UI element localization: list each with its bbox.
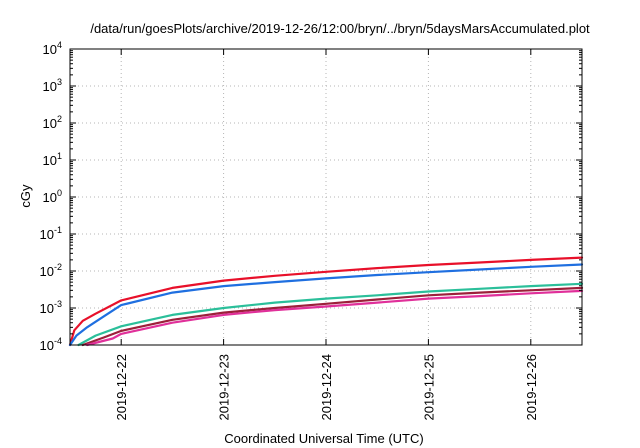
grid bbox=[70, 49, 582, 345]
y-tick-base: 10 bbox=[43, 42, 57, 57]
series-lines bbox=[68, 256, 584, 347]
x-tick-label: 2019-12-26 bbox=[524, 354, 539, 421]
x-tick-label: 2019-12-25 bbox=[421, 354, 436, 421]
y-tick-base: 10 bbox=[40, 338, 54, 353]
y-tick-label: 100 bbox=[43, 188, 62, 205]
series-line-2 bbox=[68, 263, 584, 347]
y-tick-label: 10-1 bbox=[40, 225, 62, 242]
chart-title: /data/run/goesPlots/archive/2019-12-26/1… bbox=[90, 21, 590, 36]
y-tick-label: 103 bbox=[43, 77, 62, 94]
y-tick-exponent: 3 bbox=[57, 77, 62, 87]
y-tick-label: 10-3 bbox=[40, 299, 62, 316]
y-tick-label: 10-4 bbox=[40, 336, 62, 353]
y-tick-base: 10 bbox=[43, 79, 57, 94]
series-line-3 bbox=[77, 282, 584, 347]
y-tick-exponent: 1 bbox=[57, 151, 62, 161]
x-tick-label: 2019-12-23 bbox=[217, 354, 232, 421]
series-line-5 bbox=[85, 289, 584, 347]
x-tick-label: 2019-12-24 bbox=[319, 354, 334, 421]
y-axis-label: cGy bbox=[18, 184, 33, 208]
y-tick-base: 10 bbox=[40, 264, 54, 279]
y-tick-label: 10-2 bbox=[40, 262, 62, 279]
series-line-4 bbox=[81, 286, 584, 347]
y-tick-exponent: -2 bbox=[54, 262, 62, 272]
y-tick-base: 10 bbox=[40, 227, 54, 242]
y-tick-base: 10 bbox=[43, 153, 57, 168]
y-tick-exponent: -3 bbox=[54, 299, 62, 309]
y-tick-base: 10 bbox=[40, 301, 54, 316]
y-tick-exponent: -1 bbox=[54, 225, 62, 235]
x-axis-label: Coordinated Universal Time (UTC) bbox=[224, 431, 423, 446]
y-tick-label: 102 bbox=[43, 114, 62, 131]
y-tick-label: 101 bbox=[43, 151, 62, 168]
y-tick-exponent: 2 bbox=[57, 114, 62, 124]
series-line-1 bbox=[68, 256, 584, 347]
y-tick-base: 10 bbox=[43, 190, 57, 205]
y-tick-exponent: -4 bbox=[54, 336, 62, 346]
y-tick-base: 10 bbox=[43, 116, 57, 131]
y-tick-label: 104 bbox=[43, 40, 62, 57]
x-tick-label: 2019-12-22 bbox=[114, 354, 129, 421]
y-tick-exponent: 4 bbox=[57, 40, 62, 50]
axes: 10410310210110010-110-210-310-42019-12-2… bbox=[40, 40, 582, 421]
y-tick-exponent: 0 bbox=[57, 188, 62, 198]
